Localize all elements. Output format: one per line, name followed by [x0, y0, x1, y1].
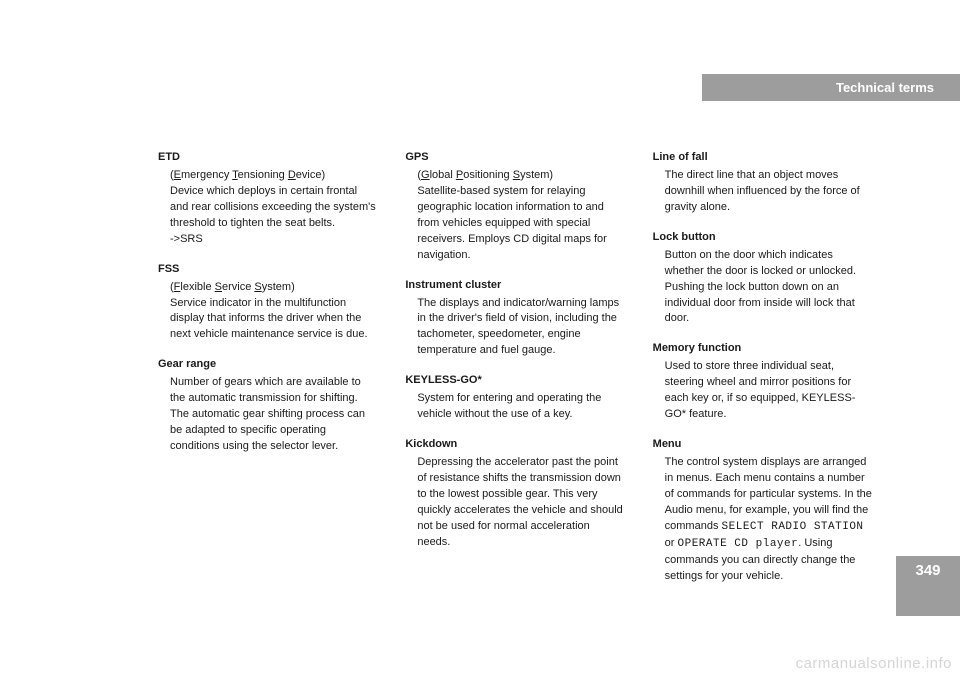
watermark: carmanualsonline.info [796, 655, 952, 672]
command-text: OPERATE CD player [678, 538, 799, 550]
def-keyless-go: System for entering and operating the ve… [417, 391, 624, 423]
command-text: SELECT RADIO STATION [722, 521, 864, 533]
def-instrument-cluster: The displays and indicator/warning lamps… [417, 296, 624, 360]
def-menu: The control system displays are arranged… [665, 455, 872, 585]
text: ystem) [520, 169, 553, 181]
term-kickdown: Kickdown [405, 437, 624, 453]
text: Depressing the accelerator past the poin… [417, 456, 622, 548]
def-gps: (Global Positioning System) Satellite-ba… [417, 168, 624, 264]
section-header: Technical terms [702, 74, 960, 101]
text: ervice [222, 281, 254, 293]
term-fss: FSS [158, 262, 377, 278]
term-menu: Menu [653, 437, 872, 453]
def-fss: (Flexible Service System) Service indica… [170, 280, 377, 344]
def-kickdown: Depressing the accelerator past the poin… [417, 455, 624, 551]
def-line-of-fall: The direct line that an object moves dow… [665, 168, 872, 216]
def-memory-function: Used to store three individual seat, ste… [665, 359, 872, 423]
def-lock-button: Button on the door which indicates wheth… [665, 248, 872, 328]
def-etd: (Emergency Tensioning Device) Device whi… [170, 168, 377, 248]
page-number: 349 [896, 556, 960, 616]
text: E [174, 169, 181, 181]
text: lobal [430, 169, 456, 181]
text: Button on the door which indicates wheth… [665, 249, 856, 325]
text: evice) [296, 169, 325, 181]
term-lock-button: Lock button [653, 230, 872, 246]
text: D [288, 169, 296, 181]
text: Number of gears which are available to t… [170, 376, 365, 452]
text: Service indicator in the multifunction d… [170, 297, 368, 341]
term-gps: GPS [405, 150, 624, 166]
text: Satellite-based system for relaying geog… [417, 185, 607, 261]
text: lexible [180, 281, 214, 293]
text: Device which deploys in certain frontal … [170, 185, 376, 229]
text: S [513, 169, 520, 181]
column-2: GPS (Global Positioning System) Satellit… [405, 150, 624, 585]
text: The direct line that an object moves dow… [665, 169, 860, 213]
term-line-of-fall: Line of fall [653, 150, 872, 166]
page: Technical terms ETD (Emergency Tensionin… [0, 0, 960, 678]
column-1: ETD (Emergency Tensioning Device) Device… [158, 150, 377, 585]
text: G [421, 169, 430, 181]
text: ensioning [238, 169, 288, 181]
term-instrument-cluster: Instrument cluster [405, 278, 624, 294]
text: Used to store three individual seat, ste… [665, 360, 856, 420]
text: System for entering and operating the ve… [417, 392, 601, 420]
text: The displays and indicator/warning lamps… [417, 297, 619, 357]
column-3: Line of fall The direct line that an obj… [653, 150, 872, 585]
text: mergency [181, 169, 232, 181]
text: S [254, 281, 261, 293]
term-gear-range: Gear range [158, 357, 377, 373]
term-memory-function: Memory function [653, 341, 872, 357]
content-columns: ETD (Emergency Tensioning Device) Device… [158, 150, 872, 585]
text: ->SRS [170, 233, 203, 245]
term-keyless-go: KEYLESS-GO* [405, 373, 624, 389]
text: S [215, 281, 222, 293]
text: or [665, 537, 678, 549]
term-etd: ETD [158, 150, 377, 166]
def-gear-range: Number of gears which are available to t… [170, 375, 377, 455]
text: ystem) [262, 281, 295, 293]
text: ositioning [463, 169, 513, 181]
